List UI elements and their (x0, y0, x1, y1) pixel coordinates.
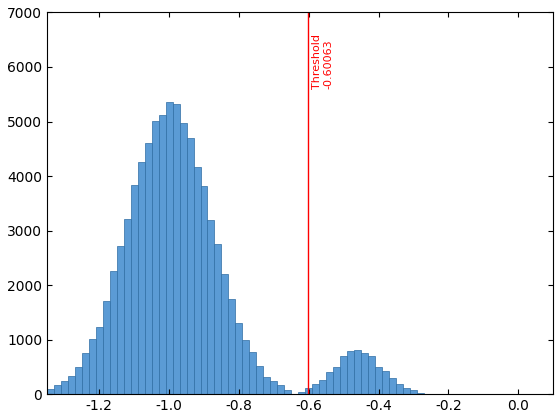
Bar (186, 138, 194, 394)
Bar (200, 186, 208, 394)
Bar (410, 390, 417, 394)
Bar (319, 380, 326, 394)
Bar (96, 327, 103, 394)
Bar (138, 163, 144, 394)
Bar (256, 366, 263, 394)
Bar (403, 388, 410, 394)
Bar (180, 123, 186, 394)
Bar (417, 393, 424, 394)
Bar (103, 301, 110, 394)
Bar (284, 389, 291, 394)
Bar (130, 185, 138, 394)
Bar (361, 353, 368, 394)
Bar (270, 381, 277, 394)
Bar (166, 102, 172, 394)
Bar (375, 367, 382, 394)
Bar (312, 384, 319, 394)
Bar (221, 274, 228, 394)
Bar (152, 121, 158, 394)
Text: Threshold
-0.60063: Threshold -0.60063 (312, 34, 334, 89)
Bar (298, 392, 305, 394)
Bar (54, 386, 61, 394)
Bar (47, 389, 54, 394)
Bar (333, 367, 340, 394)
Bar (208, 220, 214, 394)
Bar (214, 244, 221, 394)
Bar (194, 167, 200, 394)
Bar (68, 376, 75, 394)
Bar (61, 381, 68, 394)
Bar (172, 104, 180, 394)
Bar (368, 356, 375, 394)
Bar (326, 372, 333, 394)
Bar (354, 349, 361, 394)
Bar (124, 219, 130, 394)
Bar (89, 339, 96, 394)
Bar (235, 323, 242, 394)
Bar (263, 377, 270, 394)
Bar (249, 352, 256, 394)
Bar (305, 388, 312, 394)
Bar (110, 270, 116, 394)
Bar (242, 340, 249, 394)
Bar (389, 378, 396, 394)
Bar (144, 142, 152, 394)
Bar (382, 371, 389, 394)
Bar (75, 368, 82, 394)
Bar (82, 354, 89, 394)
Bar (228, 299, 235, 394)
Bar (340, 356, 347, 394)
Bar (396, 384, 403, 394)
Bar (158, 115, 166, 394)
Bar (116, 246, 124, 394)
Bar (347, 352, 354, 394)
Bar (277, 385, 284, 394)
